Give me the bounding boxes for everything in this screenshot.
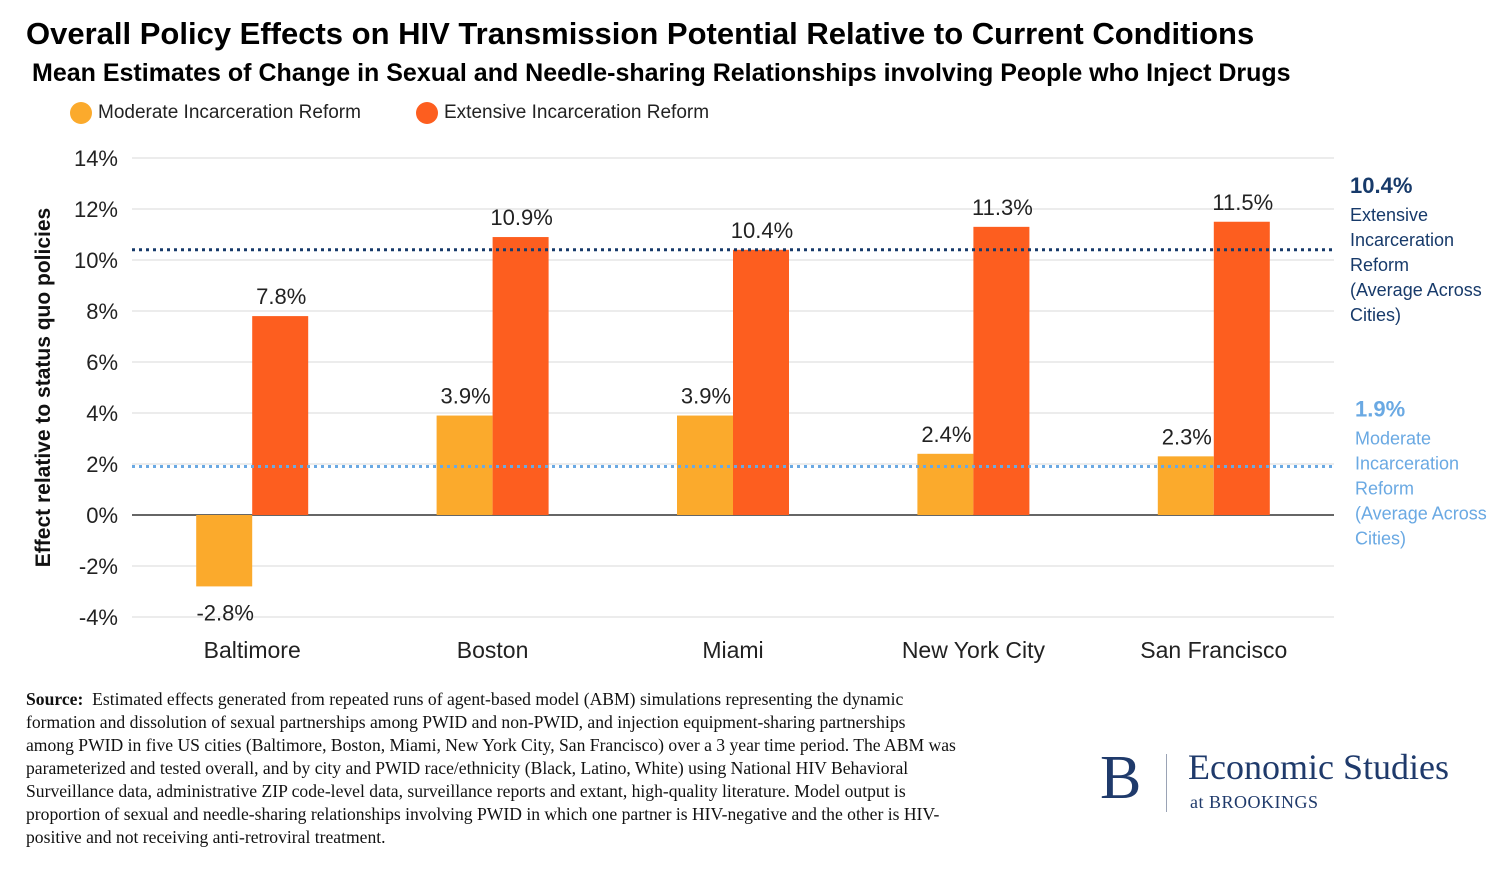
legend-label-extensive: Extensive Incarceration Reform bbox=[444, 102, 710, 123]
y-tick-label: 12% bbox=[74, 197, 118, 222]
average-note-extensive: (Average Across bbox=[1350, 280, 1482, 300]
average-note-moderate: Incarceration bbox=[1355, 454, 1459, 474]
y-tick-label: -4% bbox=[79, 605, 118, 630]
legend-item-extensive: Extensive Incarceration Reform bbox=[416, 102, 709, 124]
y-tick-label: 10% bbox=[74, 248, 118, 273]
chart-title: Overall Policy Effects on HIV Transmissi… bbox=[26, 16, 1255, 51]
bar-extensive bbox=[252, 316, 309, 515]
x-tick-label: Miami bbox=[702, 637, 763, 663]
data-label-extensive: 11.3% bbox=[972, 195, 1033, 220]
average-note-moderate: Reform bbox=[1355, 479, 1414, 499]
y-tick-label: 6% bbox=[86, 350, 118, 375]
legend-item-moderate: Moderate Incarceration Reform bbox=[70, 102, 361, 124]
bar-extensive bbox=[973, 226, 1030, 515]
y-axis-label: Effect relative to status quo policies bbox=[32, 208, 55, 567]
data-label-extensive: 7.8% bbox=[256, 284, 306, 309]
legend: Moderate Incarceration Reform Extensive … bbox=[70, 102, 870, 128]
x-tick-label: San Francisco bbox=[1140, 637, 1287, 663]
y-tick-label: 14% bbox=[74, 146, 118, 171]
bar-extensive bbox=[733, 249, 789, 516]
average-note-extensive: Extensive bbox=[1350, 205, 1428, 225]
data-label-moderate: 3.9% bbox=[441, 384, 491, 409]
logo-mark: B bbox=[1100, 744, 1142, 812]
average-note-moderate: Cities) bbox=[1355, 529, 1406, 549]
average-value-extensive: 10.4% bbox=[1350, 173, 1412, 198]
source-text: Estimated effects generated from repeate… bbox=[26, 689, 956, 847]
bar-extensive bbox=[1213, 221, 1270, 515]
y-tick-label: 0% bbox=[86, 503, 118, 528]
source-note: Source: Estimated effects generated from… bbox=[26, 688, 956, 849]
data-label-moderate: -2.8% bbox=[196, 600, 253, 625]
legend-swatch-moderate bbox=[70, 102, 92, 124]
data-label-moderate: 3.9% bbox=[681, 384, 731, 409]
data-label-moderate: 2.3% bbox=[1162, 424, 1212, 449]
data-label-extensive: 11.5% bbox=[1212, 190, 1273, 215]
average-note-extensive: Reform bbox=[1350, 255, 1409, 275]
bar-moderate bbox=[917, 453, 974, 515]
logo-name: Economic Studies bbox=[1188, 747, 1449, 787]
chart-subtitle: Mean Estimates of Change in Sexual and N… bbox=[32, 59, 1291, 87]
x-tick-label: Baltimore bbox=[204, 637, 301, 663]
bar-moderate bbox=[196, 515, 253, 587]
average-note-extensive: Incarceration bbox=[1350, 230, 1454, 250]
x-tick-label: Boston bbox=[457, 637, 529, 663]
data-label-extensive: 10.4% bbox=[731, 218, 793, 243]
logo-org: at BROOKINGS bbox=[1190, 792, 1319, 812]
y-tick-label: -2% bbox=[79, 554, 118, 579]
bar-chart: 14% 12% 10% 8% 6% 4% 2% 0% -2% -4% Effect relative… bbox=[32, 146, 1487, 663]
brookings-logo: B Economic Studies at BROOKINGS bbox=[1100, 744, 1490, 820]
average-note-moderate: Moderate bbox=[1355, 429, 1431, 449]
average-note-extensive: Cities) bbox=[1350, 305, 1401, 325]
legend-swatch-extensive bbox=[416, 102, 438, 124]
data-label-moderate: 2.4% bbox=[921, 422, 971, 447]
average-note-moderate: (Average Across bbox=[1355, 504, 1487, 524]
y-tick-label: 4% bbox=[86, 401, 118, 426]
source-label: Source: bbox=[26, 689, 84, 709]
logo-divider bbox=[1166, 754, 1167, 812]
bar-extensive bbox=[492, 237, 549, 516]
legend-label-moderate: Moderate Incarceration Reform bbox=[98, 102, 361, 123]
y-tick-label: 8% bbox=[86, 299, 118, 324]
data-label-extensive: 10.9% bbox=[490, 205, 552, 230]
average-value-moderate: 1.9% bbox=[1355, 397, 1405, 422]
x-tick-label: New York City bbox=[902, 637, 1046, 663]
y-tick-label: 2% bbox=[86, 452, 118, 477]
